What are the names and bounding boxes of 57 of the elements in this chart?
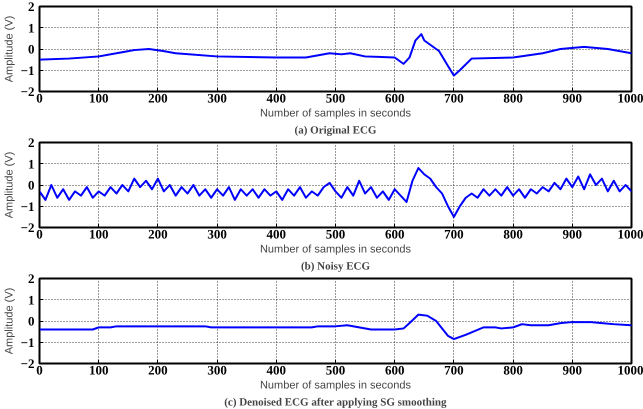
text: (a) Original ECG <box>294 124 377 136</box>
line-series <box>40 167 632 218</box>
y-tick-label: −2 <box>20 84 35 99</box>
x-tick-label: 1000 <box>618 90 643 106</box>
x-tick-label: 800 <box>503 226 523 242</box>
x-tick-label: 500 <box>326 226 346 242</box>
x-tick-label: 800 <box>503 362 523 378</box>
line-series <box>40 33 632 77</box>
x-tick-label: 200 <box>148 362 168 378</box>
x-tick-label: 200 <box>148 226 168 242</box>
x-tick-label: 1000 <box>618 226 643 242</box>
y-tick-label: 0 <box>28 178 34 192</box>
x-tick-label: 300 <box>207 90 227 106</box>
x-tick-label: 700 <box>444 90 464 106</box>
y-tick-label: −1 <box>20 198 35 214</box>
x-axis-title: Number of samples in seconds <box>260 380 412 392</box>
x-tick-label: 500 <box>326 362 346 378</box>
x-tick-label: 900 <box>562 362 582 378</box>
y-axis-title: Amplitude (V) <box>4 288 16 354</box>
y-tick-label: 1 <box>28 20 34 36</box>
y-tick-label: 0 <box>28 314 34 328</box>
x-tick-label: 100 <box>88 90 108 106</box>
x-tick-label: 300 <box>207 226 227 242</box>
x-tick-label: 400 <box>266 90 286 106</box>
y-axis-title: Amplitude (V) <box>4 16 16 82</box>
y-tick-label: −2 <box>20 356 35 371</box>
x-tick-label: 600 <box>384 362 404 378</box>
x-tick-label: 1000 <box>618 362 643 378</box>
y-tick-label: 1 <box>28 292 34 308</box>
line-series <box>40 314 632 340</box>
x-tick-label: 700 <box>444 362 464 378</box>
x-tick-label: 500 <box>326 90 346 106</box>
x-tick-label: 600 <box>384 226 404 242</box>
y-tick-label: 1 <box>28 156 34 172</box>
x-tick-label: 800 <box>503 90 523 106</box>
x-tick-label: 700 <box>444 226 464 242</box>
y-tick-label: 0 <box>28 42 34 56</box>
y-tick-label: 2 <box>28 271 34 286</box>
y-tick-label: 2 <box>28 135 34 150</box>
y-tick-label: −1 <box>20 334 35 350</box>
x-tick-label: 600 <box>384 90 404 106</box>
y-axis-title: Amplitude (V) <box>4 152 16 218</box>
x-tick-label: 400 <box>266 226 286 242</box>
x-tick-label: 100 <box>88 226 108 242</box>
text: (b) Noisy ECG <box>300 260 370 272</box>
y-tick-label: 2 <box>28 0 34 14</box>
x-tick-label: 100 <box>88 362 108 378</box>
x-axis-title: Number of samples in seconds <box>260 108 412 120</box>
x-tick-label: 200 <box>148 90 168 106</box>
x-tick-label: 900 <box>562 90 582 106</box>
x-tick-label: 300 <box>207 362 227 378</box>
x-axis-title: Number of samples in seconds <box>260 244 412 256</box>
y-tick-label: −1 <box>20 62 35 78</box>
x-tick-label: 900 <box>562 226 582 242</box>
y-tick-label: −2 <box>20 220 35 235</box>
text: (c) Denoised ECG after applying SG smoothing <box>224 396 448 408</box>
x-tick-label: 400 <box>266 362 286 378</box>
